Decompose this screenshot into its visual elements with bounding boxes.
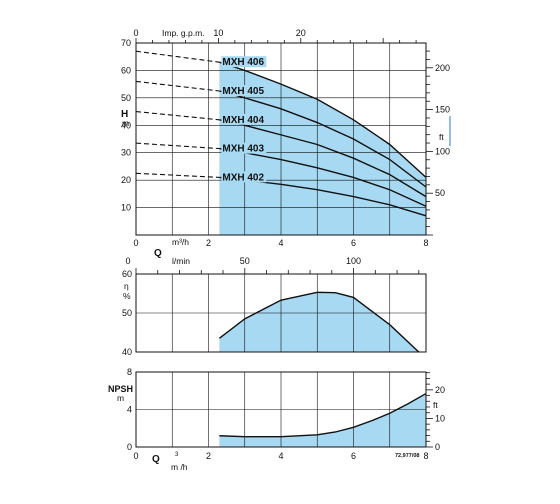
efficiency-area bbox=[219, 292, 419, 352]
lmin-unit-label: l/min bbox=[172, 256, 190, 266]
head-y-tick-20: 20 bbox=[121, 175, 131, 185]
npsh-unit-label: m bbox=[117, 393, 124, 403]
head-x-tick-0: 0 bbox=[133, 238, 138, 248]
npsh-line bbox=[219, 392, 427, 438]
series-dashed-mxh-406 bbox=[135, 50, 220, 63]
eff-y-tick-50: 50 bbox=[122, 308, 132, 318]
series-label-mxh-405: MXH 405 bbox=[222, 86, 264, 97]
npsh-x-tick-6: 6 bbox=[351, 451, 356, 461]
head-x-tick-4: 4 bbox=[278, 238, 283, 248]
series-line-mxh-404 bbox=[219, 119, 427, 198]
ft-unit-label-npsh: ft bbox=[433, 400, 438, 410]
m3h-unit-label: m³/h bbox=[172, 237, 189, 247]
lmin-tick-50: 50 bbox=[240, 256, 250, 266]
eta-axis-label: η bbox=[124, 281, 129, 291]
pct-unit-label: % bbox=[123, 291, 131, 301]
series-line-mxh-405 bbox=[219, 90, 427, 188]
npsh-x-tick-0: 0 bbox=[133, 451, 138, 461]
npsh-area bbox=[219, 393, 426, 447]
q-axis-label-head: Q bbox=[154, 248, 162, 259]
series-label-bg bbox=[221, 85, 267, 96]
series-label-bg bbox=[221, 171, 267, 183]
head-y-tick-60: 60 bbox=[121, 65, 131, 75]
m-h-unit-label: m /h bbox=[171, 462, 188, 472]
gpm-tick-10: 10 bbox=[213, 28, 223, 38]
q-axis-label-bottom: Q bbox=[152, 454, 160, 465]
head-x-tick-6: 6 bbox=[351, 238, 356, 248]
lmin-tick-0: 0 bbox=[125, 256, 130, 266]
npsh-y-tick-8: 8 bbox=[127, 367, 132, 377]
head-x-tick-8: 8 bbox=[423, 238, 428, 248]
head-ft-tick-150: 150 bbox=[435, 105, 450, 115]
head-ft-tick-200: 200 bbox=[435, 63, 450, 73]
head-y-tick-70: 70 bbox=[121, 38, 131, 48]
head-ft-tick-50: 50 bbox=[435, 188, 445, 198]
series-line-mxh-406 bbox=[219, 61, 427, 178]
series-label-bg bbox=[221, 142, 267, 154]
npsh-x-tick-2: 2 bbox=[206, 451, 211, 461]
npsh-panel-frame bbox=[135, 371, 427, 448]
performance-curves: MXH 406 MXH 405 MXH 404 MXH 403 MXH 402 bbox=[135, 50, 427, 438]
cubic-superscript: 3 bbox=[175, 452, 179, 458]
ft-unit-label-head: ft bbox=[439, 132, 444, 142]
npsh-x-tick-4: 4 bbox=[278, 451, 283, 461]
head-x-tick-2: 2 bbox=[206, 238, 211, 248]
top-axis-label: Imp. g.p.m. bbox=[162, 28, 205, 38]
grid-lines bbox=[136, 43, 426, 447]
series-label-mxh-402: MXH 402 bbox=[222, 172, 264, 183]
eff-y-tick-40: 40 bbox=[122, 347, 132, 357]
head-y-tick-10: 10 bbox=[121, 203, 131, 213]
series-label-mxh-404: MXH 404 bbox=[222, 115, 264, 126]
series-dashed-mxh-405 bbox=[135, 80, 220, 92]
npsh-ft-tick-10: 10 bbox=[435, 413, 445, 423]
npsh-ft-tick-0: 0 bbox=[435, 442, 440, 452]
lmin-tick-100: 100 bbox=[346, 256, 361, 266]
npsh-y-tick-4: 4 bbox=[127, 405, 132, 415]
efficiency-line bbox=[218, 291, 420, 353]
series-dashed-mxh-403 bbox=[135, 142, 220, 150]
gpm-tick-20: 20 bbox=[296, 28, 306, 38]
head-panel-frame bbox=[135, 42, 427, 236]
h-unit-label: m bbox=[122, 118, 129, 128]
head-y-tick-40: 40 bbox=[121, 120, 131, 130]
panel-frames bbox=[135, 42, 427, 448]
efficiency-panel-frame bbox=[135, 273, 427, 353]
h-axis-label: H bbox=[121, 109, 128, 120]
gpm-tick-0: 0 bbox=[133, 28, 138, 38]
series-label-bg bbox=[221, 56, 267, 68]
npsh-y-tick-0: 0 bbox=[127, 442, 132, 452]
head-ft-tick-100: 100 bbox=[435, 146, 450, 156]
npsh-ft-tick-20: 20 bbox=[435, 385, 445, 395]
eff-y-tick-60: 60 bbox=[122, 269, 132, 279]
series-dashed-mxh-404 bbox=[135, 111, 220, 121]
head-y-tick-50: 50 bbox=[121, 93, 131, 103]
series-label-mxh-403: MXH 403 bbox=[222, 144, 264, 155]
series-label-bg bbox=[221, 113, 267, 125]
series-label-mxh-406: MXH 406 bbox=[222, 57, 264, 68]
npsh-x-tick-8: 8 bbox=[423, 451, 428, 461]
npsh-axis-label: NPSH bbox=[108, 384, 133, 394]
figure-code: 72,977/08 bbox=[395, 453, 419, 459]
head-y-tick-30: 30 bbox=[121, 148, 131, 158]
series-dashed-mxh-402 bbox=[135, 172, 220, 178]
